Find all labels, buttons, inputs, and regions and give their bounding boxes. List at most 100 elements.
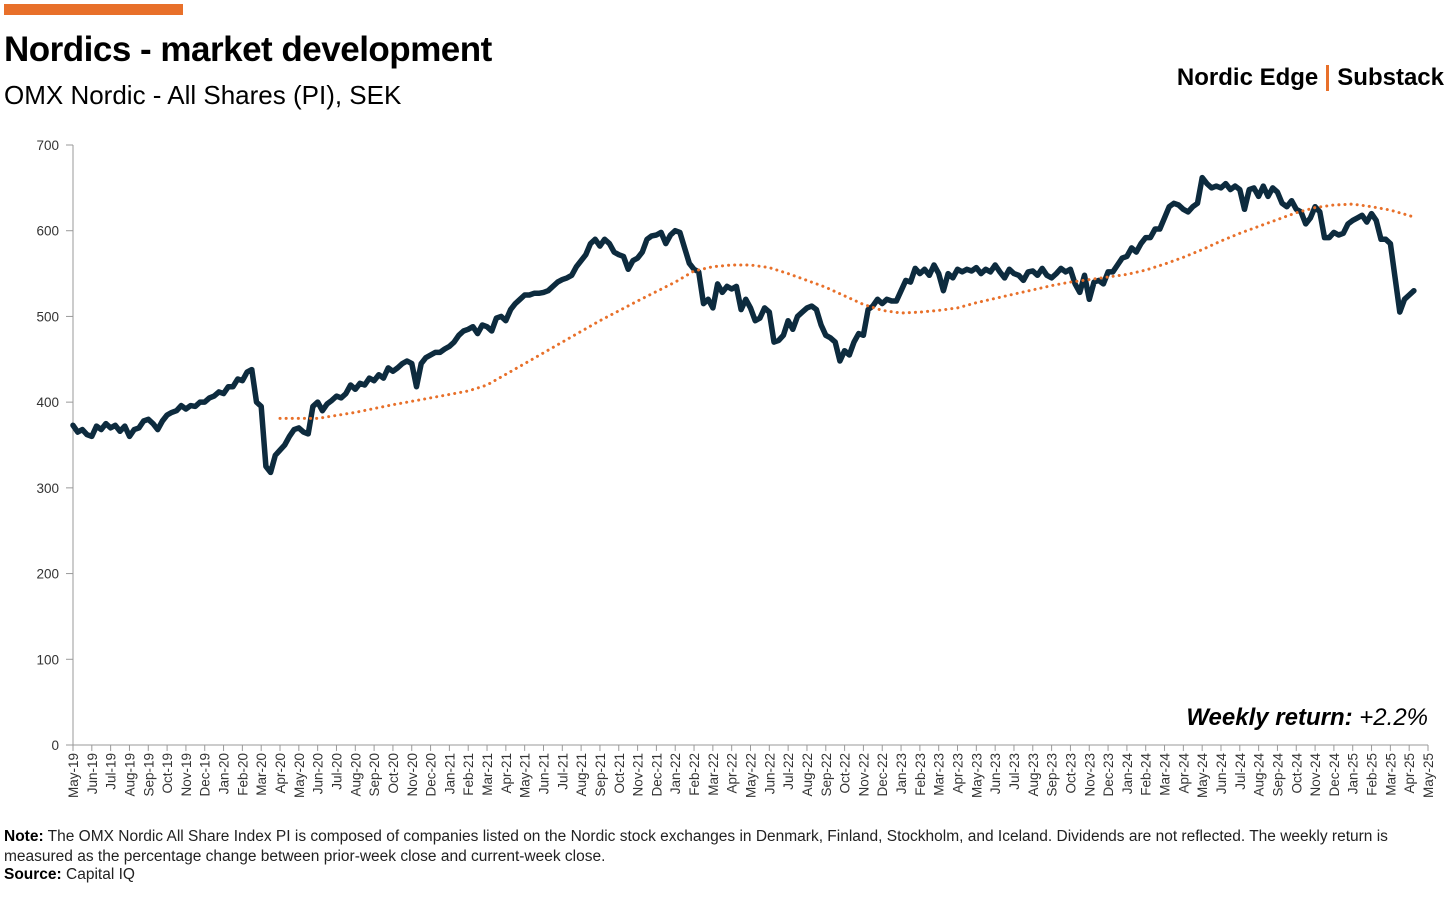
x-tick-label: Jul-21	[555, 753, 570, 790]
x-tick-label: Dec-20	[424, 753, 439, 797]
x-tick-label: Nov-22	[856, 753, 871, 797]
y-tick-label: 200	[36, 567, 59, 582]
x-tick-label: Jul-22	[781, 753, 796, 790]
y-tick-label: 500	[36, 309, 59, 324]
x-tick-label: Aug-19	[122, 753, 137, 797]
x-tick-label: Oct-22	[838, 753, 853, 794]
x-tick-label: Mar-25	[1383, 753, 1398, 796]
brand-logo: Nordic Edge Substack	[1177, 64, 1444, 92]
x-tick-label: Sep-24	[1270, 753, 1285, 797]
x-tick-label: Dec-22	[875, 753, 890, 797]
x-tick-label: Nov-24	[1308, 753, 1323, 797]
x-tick-label: Nov-19	[179, 753, 194, 797]
x-tick-label: Jan-25	[1346, 753, 1361, 794]
x-tick-label: Dec-24	[1327, 753, 1342, 797]
x-tick-label: Feb-22	[687, 753, 702, 796]
x-tick-label: Jan-24	[1120, 753, 1135, 795]
x-tick-label: May-19	[66, 753, 81, 798]
x-tick-label: Oct-20	[386, 753, 401, 794]
index-line	[70, 174, 1417, 476]
x-tick-label: Apr-20	[273, 753, 288, 794]
x-tick-label: Apr-22	[725, 753, 740, 794]
x-tick-label: Oct-24	[1289, 753, 1304, 794]
x-tick-label: Jun-22	[762, 753, 777, 794]
x-tick-label: May-25	[1421, 753, 1436, 798]
x-tick-label: Jul-24	[1233, 753, 1248, 790]
x-tick-label: May-21	[518, 753, 533, 798]
x-tick-label: May-24	[1195, 753, 1210, 799]
brand-separator	[1326, 65, 1330, 91]
x-tick-label: Sep-21	[593, 753, 608, 797]
x-tick-label: Jun-19	[85, 753, 100, 794]
x-tick-label: Oct-19	[160, 753, 175, 794]
accent-bar	[4, 4, 183, 15]
x-tick-label: Mar-23	[932, 753, 947, 796]
x-tick-label: Oct-21	[612, 753, 627, 794]
x-tick-label: Jul-19	[104, 753, 119, 790]
weekly-return-value: +2.2%	[1359, 704, 1428, 731]
x-tick-label: Feb-25	[1365, 753, 1380, 796]
x-tick-label: Sep-23	[1045, 753, 1060, 797]
x-tick-label: Nov-20	[405, 753, 420, 797]
x-tick-label: Jan-22	[668, 753, 683, 794]
y-tick-label: 100	[36, 652, 59, 667]
x-tick-label: Mar-21	[480, 753, 495, 796]
x-tick-label: Jun-20	[311, 753, 326, 794]
source-line: Source: Capital IQ	[4, 866, 135, 884]
x-tick-label: Jan-23	[894, 753, 909, 794]
x-tick-label: Apr-23	[951, 753, 966, 794]
x-tick-label: May-23	[969, 753, 984, 798]
x-tick-label: Jan-21	[442, 753, 457, 794]
x-tick-label: Nov-21	[631, 753, 646, 797]
y-tick-label: 400	[36, 395, 59, 410]
x-tick-label: May-22	[744, 753, 759, 798]
x-tick-label: Aug-24	[1252, 753, 1267, 797]
x-tick-label: Apr-21	[499, 753, 514, 794]
x-tick-label: Feb-23	[913, 753, 928, 796]
x-tick-label: Feb-24	[1139, 753, 1154, 796]
y-tick-label: 700	[36, 138, 59, 153]
x-tick-label: Aug-22	[800, 753, 815, 797]
x-tick-label: Jul-20	[329, 753, 344, 790]
y-axis: 0 100 200 300 400 500 600 700	[36, 138, 74, 753]
x-tick-label: Jun-21	[536, 753, 551, 794]
footnote: Note: The OMX Nordic All Share Index PI …	[4, 827, 1444, 867]
y-tick-label: 600	[36, 224, 59, 239]
x-tick-label: Jan-20	[217, 753, 232, 794]
x-tick-label: Mar-22	[706, 753, 721, 796]
x-tick-label: Oct-23	[1063, 753, 1078, 794]
brand-left: Nordic Edge	[1176, 64, 1319, 91]
y-tick-label: 0	[51, 738, 59, 753]
source-label: Source:	[4, 866, 62, 883]
x-tick-label: Jun-24	[1214, 753, 1229, 795]
page-subtitle: OMX Nordic - All Shares (PI), SEK	[4, 80, 402, 110]
note-label: Note:	[4, 828, 44, 845]
source-text: Capital IQ	[66, 866, 135, 883]
x-tick-label: May-20	[292, 753, 307, 798]
y-tick-label: 300	[36, 481, 59, 496]
x-tick-label: Mar-20	[254, 753, 269, 796]
line-chart: 0 100 200 300 400 500 600 700 May-19 Jun-19 Jul-1…	[36, 138, 1436, 799]
x-tick-label: Aug-20	[348, 753, 363, 797]
weekly-return-label: Weekly return:	[1186, 704, 1353, 731]
x-tick-label: Feb-20	[235, 753, 250, 796]
series-layer	[70, 174, 1417, 476]
trend-line	[278, 202, 1416, 420]
x-tick-label: Aug-21	[574, 753, 589, 797]
x-tick-label: Mar-24	[1158, 753, 1173, 796]
x-tick-label: Feb-21	[461, 753, 476, 796]
x-tick-label: Dec-23	[1101, 753, 1116, 797]
x-tick-label: Dec-21	[649, 753, 664, 797]
x-tick-label: Aug-23	[1026, 753, 1041, 797]
x-tick-label: Apr-24	[1176, 753, 1191, 794]
x-tick-label: Nov-23	[1082, 753, 1097, 797]
x-tick-label: Sep-22	[819, 753, 834, 797]
note-text: The OMX Nordic All Share Index PI is com…	[4, 828, 1388, 865]
x-tick-label: Jul-23	[1007, 753, 1022, 790]
x-tick-label: Dec-19	[198, 753, 213, 797]
x-tick-label: Sep-20	[367, 753, 382, 797]
x-axis: May-19 Jun-19 Jul-19 Aug-19 Sep-19 Oct-19 Nov-…	[66, 744, 1436, 799]
x-tick-label: Jun-23	[988, 753, 1003, 794]
weekly-return-annotation: Weekly return: +2.2%	[1186, 704, 1428, 732]
page-title: Nordics - market development	[4, 30, 492, 69]
